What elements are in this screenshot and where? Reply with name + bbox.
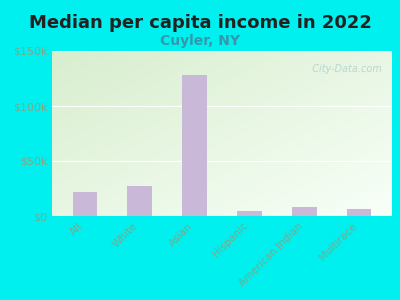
- Text: City-Data.com: City-Data.com: [306, 64, 382, 74]
- Bar: [72, 192, 97, 216]
- Bar: [347, 209, 372, 216]
- Text: Cuyler, NY: Cuyler, NY: [160, 34, 240, 49]
- Bar: [237, 211, 262, 216]
- Bar: [128, 186, 152, 216]
- Bar: [292, 207, 316, 216]
- Bar: [182, 75, 207, 216]
- Text: Median per capita income in 2022: Median per capita income in 2022: [28, 14, 372, 32]
